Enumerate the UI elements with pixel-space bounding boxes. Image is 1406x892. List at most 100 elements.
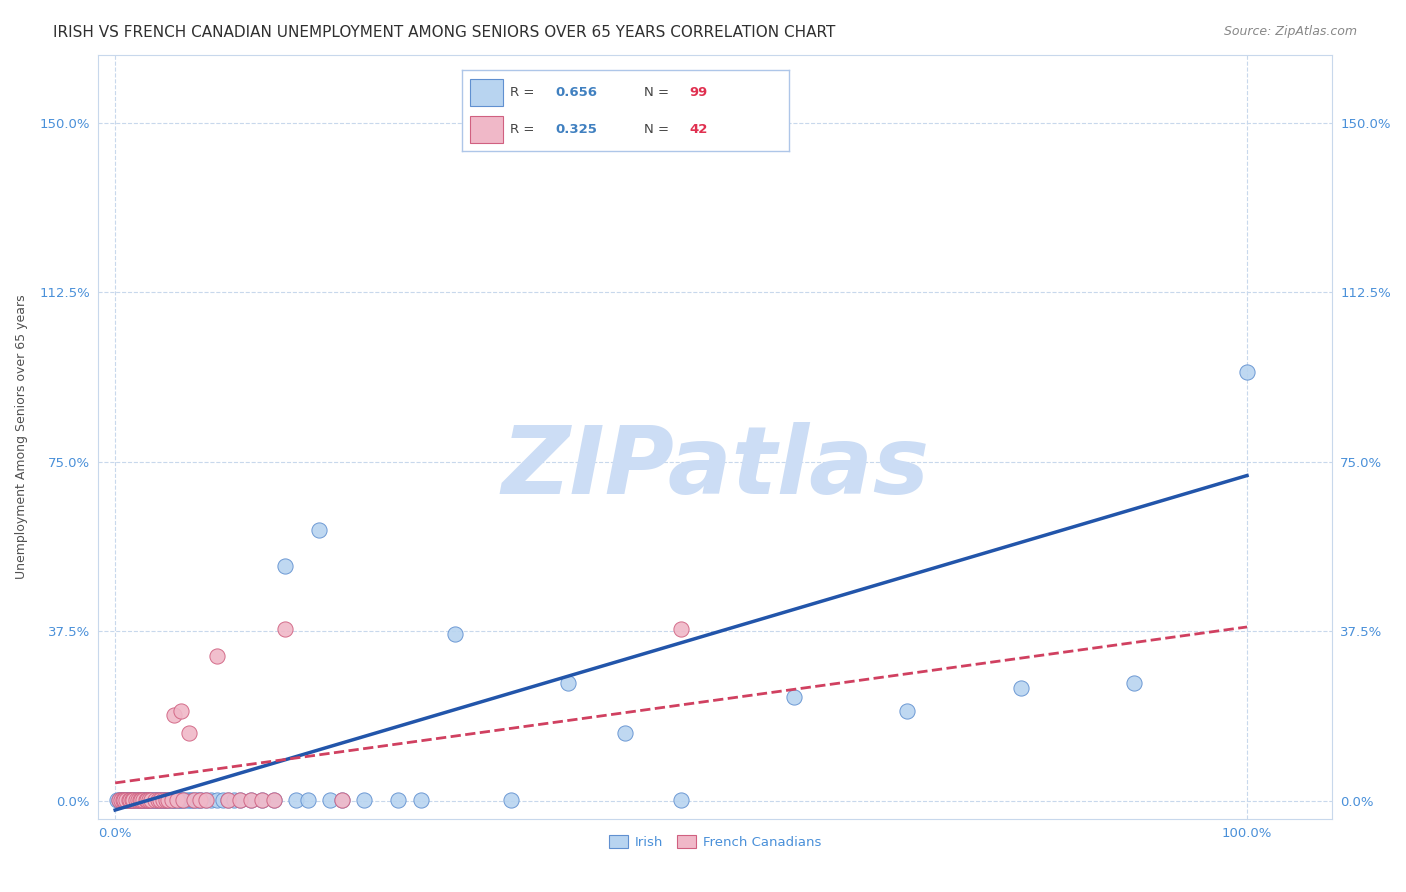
Point	[110, 792, 132, 806]
Point	[783, 690, 806, 704]
Point	[112, 793, 135, 807]
Point	[108, 793, 131, 807]
Point	[557, 676, 579, 690]
Point	[211, 793, 233, 807]
Point	[129, 793, 152, 807]
Point	[165, 793, 187, 807]
Point	[153, 793, 176, 807]
Point	[443, 626, 465, 640]
Point	[115, 793, 138, 807]
Point	[166, 793, 188, 807]
Point	[200, 793, 222, 807]
Point	[194, 793, 217, 807]
Point	[162, 793, 184, 807]
Point	[179, 793, 201, 807]
Point	[136, 793, 159, 807]
Point	[112, 793, 135, 807]
Point	[132, 793, 155, 807]
Point	[117, 792, 139, 806]
Point	[128, 792, 150, 806]
Point	[183, 793, 205, 807]
Point	[125, 793, 148, 807]
Point	[330, 793, 353, 807]
Point	[1122, 676, 1144, 690]
Point	[141, 793, 163, 807]
Point	[155, 793, 177, 807]
Point	[170, 793, 193, 807]
Text: ZIPatlas: ZIPatlas	[501, 422, 929, 514]
Point	[149, 793, 172, 807]
Point	[143, 793, 166, 807]
Point	[1010, 681, 1032, 695]
Point	[118, 793, 141, 807]
Point	[107, 793, 129, 807]
Point	[186, 793, 208, 807]
Point	[205, 649, 228, 664]
Point	[118, 793, 141, 807]
Point	[187, 793, 209, 807]
Point	[169, 793, 191, 807]
Point	[1236, 365, 1258, 379]
Point	[240, 793, 263, 807]
Point	[669, 793, 692, 807]
Point	[149, 793, 172, 807]
Point	[121, 792, 143, 806]
Point	[121, 793, 143, 807]
Point	[129, 793, 152, 807]
Point	[112, 793, 135, 807]
Point	[132, 793, 155, 807]
Point	[121, 793, 143, 807]
Point	[217, 793, 239, 807]
Point	[129, 793, 152, 807]
Point	[122, 793, 145, 807]
Point	[613, 726, 636, 740]
Point	[120, 793, 142, 807]
Point	[240, 793, 263, 807]
Point	[141, 793, 163, 807]
Text: IRISH VS FRENCH CANADIAN UNEMPLOYMENT AMONG SENIORS OVER 65 YEARS CORRELATION CH: IRISH VS FRENCH CANADIAN UNEMPLOYMENT AM…	[53, 25, 835, 40]
Point	[252, 793, 274, 807]
Point	[148, 793, 170, 807]
Point	[138, 793, 160, 807]
Point	[263, 793, 285, 807]
Point	[143, 793, 166, 807]
Point	[131, 793, 153, 807]
Point	[501, 793, 523, 807]
Point	[181, 793, 204, 807]
Point	[124, 793, 146, 807]
Point	[118, 793, 141, 807]
Point	[114, 793, 136, 807]
Point	[146, 793, 169, 807]
Point	[110, 793, 132, 807]
Point	[115, 793, 138, 807]
Point	[110, 793, 132, 807]
Point	[166, 793, 188, 807]
Point	[285, 793, 308, 807]
Point	[353, 793, 375, 807]
Point	[330, 793, 353, 807]
Point	[172, 793, 194, 807]
Point	[134, 793, 156, 807]
Point	[274, 558, 297, 573]
Point	[222, 793, 245, 807]
Point	[127, 793, 149, 807]
Point	[107, 793, 129, 807]
Point	[157, 793, 180, 807]
Point	[176, 793, 198, 807]
Point	[263, 793, 285, 807]
Point	[124, 793, 146, 807]
Point	[132, 792, 155, 806]
Point	[145, 793, 167, 807]
Point	[188, 793, 211, 807]
Point	[142, 793, 165, 807]
Point	[177, 726, 200, 740]
Point	[167, 793, 190, 807]
Point	[115, 792, 138, 806]
Point	[152, 793, 174, 807]
Point	[163, 708, 186, 723]
Point	[896, 704, 918, 718]
Point	[138, 793, 160, 807]
Point	[308, 523, 330, 537]
Point	[217, 793, 239, 807]
Point	[159, 793, 181, 807]
